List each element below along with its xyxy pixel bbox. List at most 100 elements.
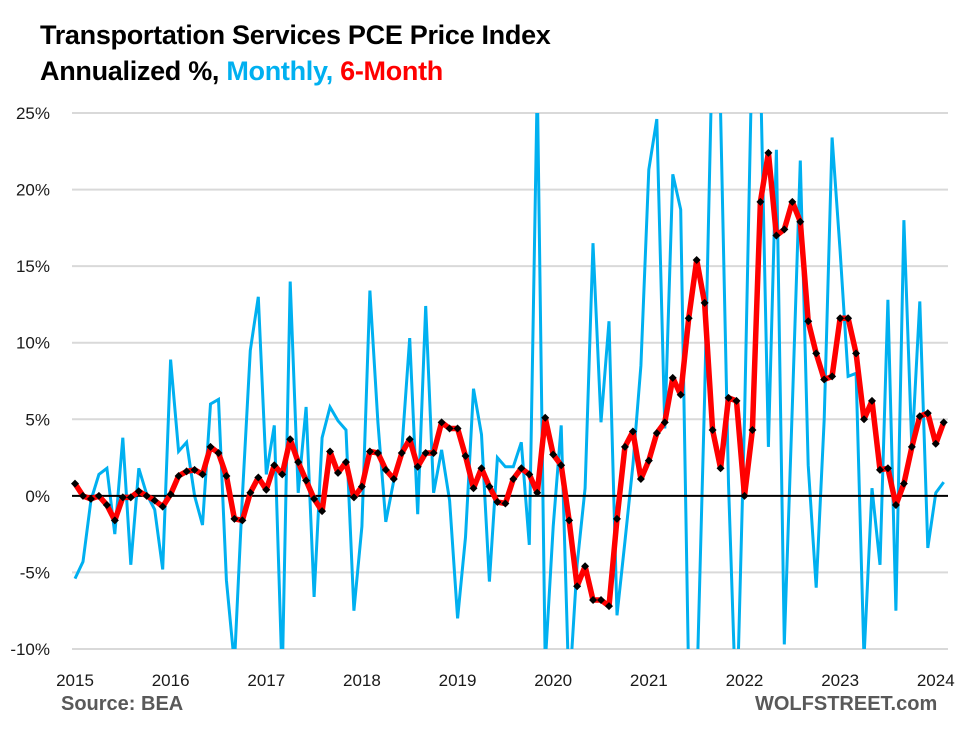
data-point-marker xyxy=(804,317,813,326)
data-point-marker xyxy=(373,448,382,457)
chart-title-line-2: Annualized %, Monthly, 6-Month xyxy=(40,56,443,87)
x-tick-label: 2019 xyxy=(439,671,477,690)
y-axis-labels: 25% 20% 15% 10% 5% 0% -5% -10% xyxy=(10,104,50,659)
data-point-marker xyxy=(326,447,335,456)
x-tick-label: 2017 xyxy=(247,671,285,690)
series-monthly-line xyxy=(73,113,945,649)
data-point-marker xyxy=(501,499,510,508)
data-point-marker xyxy=(748,426,757,435)
data-point-marker xyxy=(836,314,845,323)
brand-label: WOLFSTREET.com xyxy=(755,693,938,715)
data-point-marker xyxy=(533,488,542,497)
data-point-marker xyxy=(286,435,295,444)
data-point-marker xyxy=(357,482,366,491)
data-point-marker xyxy=(573,582,582,591)
data-point-marker xyxy=(915,412,924,421)
data-point-marker xyxy=(461,452,470,461)
data-point-marker xyxy=(302,476,311,485)
data-point-marker xyxy=(405,435,414,444)
y-tick-label: -5% xyxy=(20,563,50,582)
data-point-marker xyxy=(477,464,486,473)
data-point-marker xyxy=(541,413,550,422)
data-point-marker xyxy=(692,256,701,265)
y-tick-label: 10% xyxy=(16,334,50,353)
data-point-marker xyxy=(126,493,135,502)
data-point-marker xyxy=(923,409,932,418)
y-tick-label: 25% xyxy=(16,104,50,123)
x-tick-label: 2021 xyxy=(630,671,668,690)
data-point-marker xyxy=(158,502,167,511)
data-point-marker xyxy=(230,514,239,523)
data-point-marker xyxy=(907,442,916,451)
title-prefix: Annualized %, xyxy=(40,56,227,86)
data-point-marker xyxy=(493,497,502,506)
data-point-marker xyxy=(668,373,677,382)
data-point-marker xyxy=(102,501,111,510)
data-point-marker xyxy=(636,475,645,484)
data-point-marker xyxy=(565,516,574,525)
data-point-marker xyxy=(652,429,661,438)
data-point-marker xyxy=(365,447,374,456)
data-point-marker xyxy=(612,514,621,523)
data-point-marker xyxy=(270,461,279,470)
x-tick-label: 2016 xyxy=(152,671,190,690)
x-tick-label: 2018 xyxy=(343,671,381,690)
data-point-marker xyxy=(684,314,693,323)
y-tick-label: 5% xyxy=(25,410,50,429)
data-point-marker xyxy=(413,462,422,471)
series-6-month-line xyxy=(72,150,947,609)
data-point-marker xyxy=(716,464,725,473)
data-point-marker xyxy=(198,470,207,479)
data-point-marker xyxy=(262,485,271,494)
y-tick-label: -10% xyxy=(10,640,50,659)
x-tick-label: 2015 xyxy=(56,671,94,690)
data-point-marker xyxy=(756,197,765,206)
data-point-marker xyxy=(812,349,821,358)
data-point-marker xyxy=(724,393,733,402)
data-point-marker xyxy=(676,390,685,399)
source-label: Source: BEA xyxy=(61,693,184,715)
data-point-marker xyxy=(318,507,327,516)
data-point-marker xyxy=(549,450,558,459)
data-point-marker xyxy=(581,562,590,571)
data-point-marker xyxy=(150,496,159,505)
data-point-marker xyxy=(875,465,884,474)
data-point-marker xyxy=(429,448,438,457)
data-point-marker xyxy=(437,418,446,427)
data-point-marker xyxy=(341,458,350,467)
data-point-marker xyxy=(421,448,430,457)
data-point-marker xyxy=(94,491,103,500)
data-point-marker xyxy=(788,197,797,206)
data-point-marker xyxy=(469,484,478,493)
data-point-marker xyxy=(868,396,876,405)
data-point-marker xyxy=(294,458,303,467)
y-tick-label: 0% xyxy=(25,487,50,506)
data-point-marker xyxy=(589,595,598,604)
data-point-marker xyxy=(206,442,215,451)
data-point-marker xyxy=(740,491,749,500)
data-point-marker xyxy=(453,424,462,433)
x-axis-labels: 2015 2016 2017 2018 2019 2020 2021 2022 2023 2024 xyxy=(56,671,955,690)
data-point-marker xyxy=(604,602,613,611)
data-point-marker xyxy=(397,448,406,457)
data-point-marker xyxy=(246,488,255,497)
data-point-marker xyxy=(389,475,398,484)
data-point-marker xyxy=(732,396,741,405)
y-tick-label: 15% xyxy=(16,257,50,276)
data-point-marker xyxy=(628,427,637,436)
data-point-marker xyxy=(190,465,199,474)
data-point-marker xyxy=(844,314,853,323)
data-point-marker xyxy=(820,375,829,384)
chart-title-line-1: Transportation Services PCE Price Index xyxy=(40,20,551,50)
data-point-marker xyxy=(310,494,319,503)
data-point-marker xyxy=(381,465,390,474)
data-point-marker xyxy=(828,372,837,381)
data-point-marker xyxy=(931,439,940,448)
series-6-month-markers xyxy=(71,148,948,611)
data-point-marker xyxy=(764,148,773,157)
data-point-marker xyxy=(597,595,606,604)
data-point-marker xyxy=(700,298,709,307)
data-point-marker xyxy=(118,493,127,502)
data-point-marker xyxy=(182,467,191,476)
